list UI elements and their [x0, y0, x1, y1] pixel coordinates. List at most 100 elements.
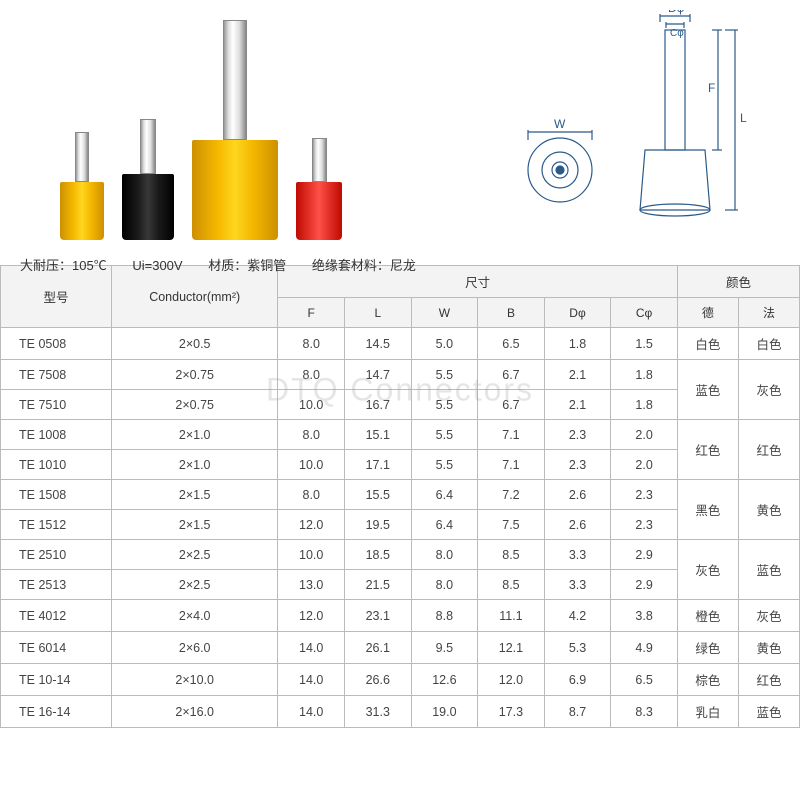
cell: 7.5	[478, 510, 545, 540]
cell: 2.3	[544, 420, 611, 450]
ferrule-0	[60, 132, 104, 240]
cell: 5.5	[411, 390, 478, 420]
cell: TE 7510	[1, 390, 112, 420]
cell: 6.5	[611, 664, 678, 696]
cell: 5.0	[411, 328, 478, 360]
cell: 10.0	[278, 540, 345, 570]
cell: 12.0	[278, 510, 345, 540]
cell: 2×10.0	[111, 664, 277, 696]
svg-text:W: W	[554, 117, 566, 131]
cell-color-fr: 灰色	[738, 360, 799, 420]
cell: 2.3	[611, 480, 678, 510]
spec-temp: 大耐压：105℃	[20, 258, 107, 273]
cell-color-fr: 白色	[738, 328, 799, 360]
cell: 6.5	[478, 328, 545, 360]
cell: 2×2.5	[111, 540, 277, 570]
cell: TE 1512	[1, 510, 112, 540]
cell: 4.2	[544, 600, 611, 632]
spec-line: 大耐压：105℃ Ui=300V 材质：紫铜管 绝缘套材料：尼龙	[20, 255, 438, 274]
cell-color-fr: 蓝色	[738, 540, 799, 600]
cell: TE 1508	[1, 480, 112, 510]
cell-color-de: 绿色	[677, 632, 738, 664]
cell: 17.3	[478, 696, 545, 728]
cell: 6.7	[478, 390, 545, 420]
cell: 5.5	[411, 450, 478, 480]
cell: 1.8	[611, 360, 678, 390]
cell: 2×0.75	[111, 390, 277, 420]
cell-color-fr: 灰色	[738, 600, 799, 632]
cell: 4.9	[611, 632, 678, 664]
cell: 17.1	[345, 450, 412, 480]
cell: 26.1	[345, 632, 412, 664]
svg-text:F: F	[708, 81, 715, 95]
th-sub-Dφ: Dφ	[544, 298, 611, 328]
cell: 15.5	[345, 480, 412, 510]
cell: 10.0	[278, 390, 345, 420]
cell: 18.5	[345, 540, 412, 570]
cell: 5.5	[411, 420, 478, 450]
cell: 23.1	[345, 600, 412, 632]
cell: TE 2513	[1, 570, 112, 600]
spec-material: 材质：紫铜管	[208, 258, 286, 273]
spec-ui: Ui=300V	[132, 258, 182, 273]
top-section: W Dφ Cφ L F 大耐压：105℃ Ui=300V 材质：紫铜管 绝缘套材…	[0, 0, 800, 265]
cell: 12.1	[478, 632, 545, 664]
cell: 6.4	[411, 510, 478, 540]
table-row: TE 16-142×16.014.031.319.017.38.78.3乳白蓝色	[1, 696, 800, 728]
cell: 2.3	[544, 450, 611, 480]
cell: 5.3	[544, 632, 611, 664]
cell: 15.1	[345, 420, 412, 450]
cell: 2.6	[544, 510, 611, 540]
cell: 8.0	[278, 480, 345, 510]
cell: TE 1008	[1, 420, 112, 450]
cell-color-de: 橙色	[677, 600, 738, 632]
th-sub-德: 德	[677, 298, 738, 328]
th-sub-W: W	[411, 298, 478, 328]
cell: 26.6	[345, 664, 412, 696]
cell: 3.8	[611, 600, 678, 632]
cell: 3.3	[544, 570, 611, 600]
cell-color-fr: 黄色	[738, 480, 799, 540]
svg-text:L: L	[740, 111, 747, 125]
cell: 12.6	[411, 664, 478, 696]
cell-color-de: 乳白	[677, 696, 738, 728]
cell: 3.3	[544, 540, 611, 570]
cell: 2×0.5	[111, 328, 277, 360]
th-conductor: Conductor(mm²)	[111, 266, 277, 328]
cell-color-de: 黑色	[677, 480, 738, 540]
th-sub-L: L	[345, 298, 412, 328]
cell: 2×0.75	[111, 360, 277, 390]
cell-color-de: 白色	[677, 328, 738, 360]
cell: 8.0	[411, 570, 478, 600]
table-row: TE 75082×0.758.014.75.56.72.11.8蓝色灰色	[1, 360, 800, 390]
cell: 7.2	[478, 480, 545, 510]
cell-color-de: 红色	[677, 420, 738, 480]
cell: 21.5	[345, 570, 412, 600]
cell: 14.0	[278, 632, 345, 664]
spec-table: 型号 Conductor(mm²) 尺寸 颜色 FLWBDφCφ德法 TE 05…	[0, 265, 800, 728]
cell: 2.9	[611, 540, 678, 570]
table-row: TE 10082×1.08.015.15.57.12.32.0红色红色	[1, 420, 800, 450]
table-row: TE 10-142×10.014.026.612.612.06.96.5棕色红色	[1, 664, 800, 696]
cell: TE 16-14	[1, 696, 112, 728]
cell: 19.5	[345, 510, 412, 540]
th-sub-法: 法	[738, 298, 799, 328]
th-color: 颜色	[677, 266, 799, 298]
cell: 11.1	[478, 600, 545, 632]
cell: 2.1	[544, 390, 611, 420]
cell: 2.9	[611, 570, 678, 600]
ferrule-1	[122, 119, 174, 240]
cell-color-fr: 红色	[738, 420, 799, 480]
cell: 8.7	[544, 696, 611, 728]
cell-color-de: 蓝色	[677, 360, 738, 420]
cell: 2.6	[544, 480, 611, 510]
cell: 2×2.5	[111, 570, 277, 600]
cell-color-fr: 红色	[738, 664, 799, 696]
th-sub-B: B	[478, 298, 545, 328]
cell: 2×1.0	[111, 420, 277, 450]
cell: 19.0	[411, 696, 478, 728]
th-sub-Cφ: Cφ	[611, 298, 678, 328]
technical-diagram: W Dφ Cφ L F	[480, 10, 760, 240]
cell: 12.0	[478, 664, 545, 696]
cell: 8.0	[278, 360, 345, 390]
